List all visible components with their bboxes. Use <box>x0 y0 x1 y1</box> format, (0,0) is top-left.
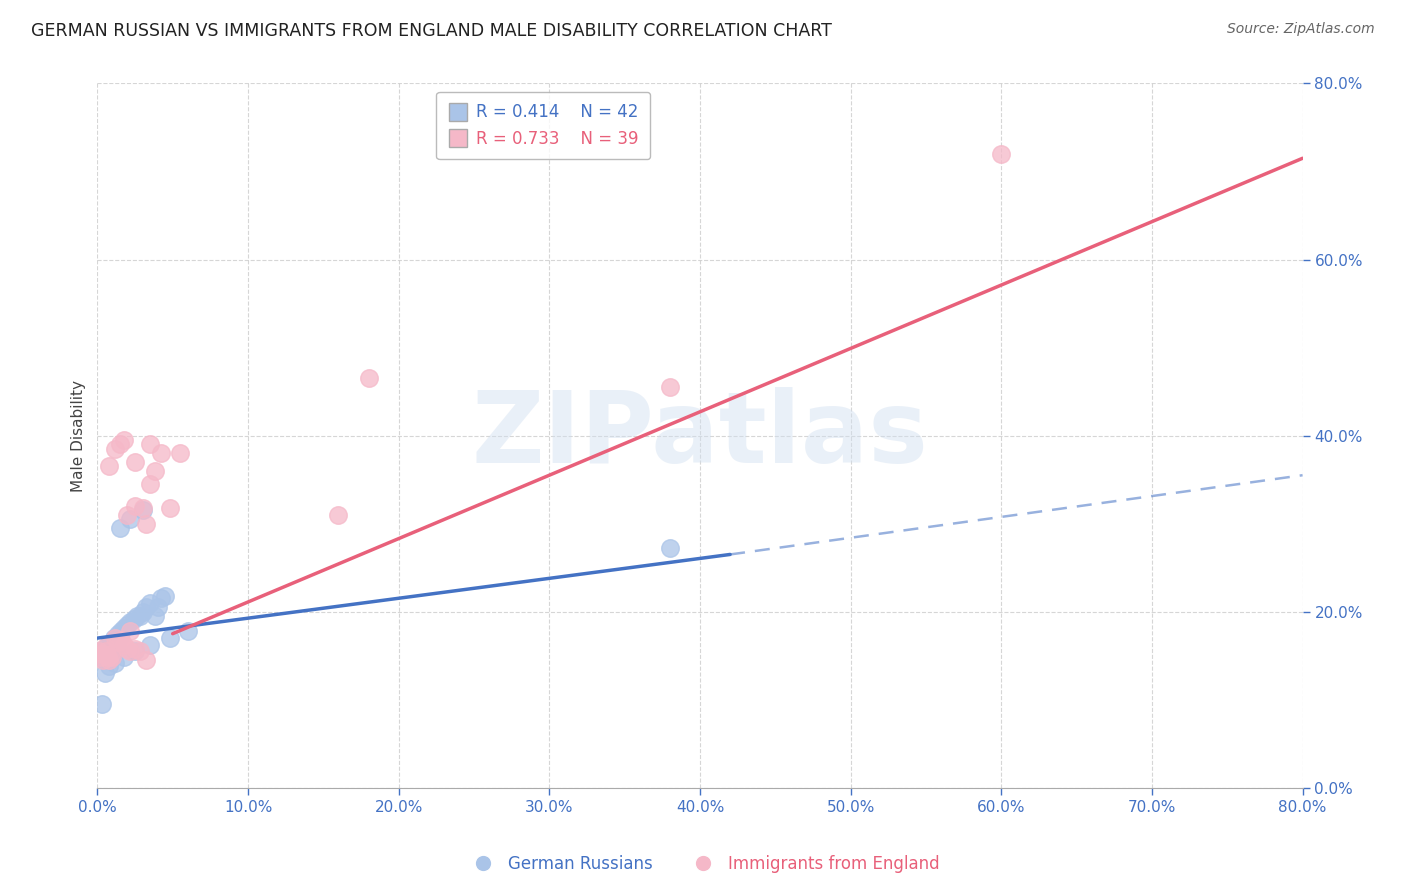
Point <box>100 647 122 661</box>
Point <box>114 433 136 447</box>
Point <box>96 640 118 654</box>
Point <box>114 650 136 665</box>
Point <box>131 605 153 619</box>
Point <box>104 632 127 647</box>
Point <box>105 638 128 652</box>
Point <box>143 609 166 624</box>
Legend: R = 0.414    N = 42, R = 0.733    N = 39: R = 0.414 N = 42, R = 0.733 N = 39 <box>436 92 651 160</box>
Point <box>149 446 172 460</box>
Point <box>94 653 117 667</box>
Point <box>108 521 131 535</box>
Point <box>108 437 131 451</box>
Text: ZIPatlas: ZIPatlas <box>471 387 928 484</box>
Point <box>658 380 681 394</box>
Point <box>90 647 112 661</box>
Point <box>104 656 127 670</box>
Point <box>108 629 131 643</box>
Point <box>149 591 172 606</box>
Point <box>87 644 110 658</box>
Point <box>125 609 148 624</box>
Point <box>159 631 181 645</box>
Point <box>131 503 153 517</box>
Point <box>98 653 121 667</box>
Point <box>139 596 162 610</box>
Point <box>124 641 146 656</box>
Point <box>89 650 111 665</box>
Point <box>135 653 157 667</box>
Point <box>122 612 145 626</box>
Point <box>104 631 127 645</box>
Point <box>139 638 162 652</box>
Point <box>110 624 132 638</box>
Point <box>120 644 142 658</box>
Point <box>103 631 125 645</box>
Point <box>90 648 112 663</box>
Point <box>100 644 122 658</box>
Point <box>128 644 150 658</box>
Point <box>114 638 136 652</box>
Legend: German Russians, Immigrants from England: German Russians, Immigrants from England <box>460 848 946 880</box>
Point <box>169 446 191 460</box>
Point <box>107 626 129 640</box>
Point <box>153 589 176 603</box>
Point <box>107 635 129 649</box>
Point <box>159 500 181 515</box>
Point <box>93 653 115 667</box>
Point <box>139 477 162 491</box>
Point <box>101 635 124 649</box>
Point <box>146 600 169 615</box>
Point <box>87 644 110 658</box>
Point <box>96 644 118 658</box>
Text: GERMAN RUSSIAN VS IMMIGRANTS FROM ENGLAND MALE DISABILITY CORRELATION CHART: GERMAN RUSSIAN VS IMMIGRANTS FROM ENGLAN… <box>31 22 832 40</box>
Point <box>117 508 139 522</box>
Point <box>117 618 139 632</box>
Point <box>124 644 146 658</box>
Point <box>177 624 200 638</box>
Point <box>135 516 157 531</box>
Point <box>124 455 146 469</box>
Point <box>120 615 142 630</box>
Point <box>128 609 150 624</box>
Point <box>357 371 380 385</box>
Point <box>990 147 1012 161</box>
Point <box>89 650 111 665</box>
Point <box>94 640 117 654</box>
Point <box>98 638 121 652</box>
Point <box>97 650 120 665</box>
Point <box>93 647 115 661</box>
Point <box>104 442 127 456</box>
Point <box>658 541 681 556</box>
Point <box>97 641 120 656</box>
Point <box>120 624 142 638</box>
Y-axis label: Male Disability: Male Disability <box>72 380 86 491</box>
Point <box>117 641 139 656</box>
Point <box>90 697 112 711</box>
Point <box>143 464 166 478</box>
Point <box>120 512 142 526</box>
Point <box>131 500 153 515</box>
Point <box>101 650 124 665</box>
Point <box>98 459 121 474</box>
Point <box>94 666 117 681</box>
Point <box>139 437 162 451</box>
Point <box>124 499 146 513</box>
Point <box>110 632 132 647</box>
Point <box>114 621 136 635</box>
Point <box>135 600 157 615</box>
Point <box>98 659 121 673</box>
Point <box>328 508 350 522</box>
Text: Source: ZipAtlas.com: Source: ZipAtlas.com <box>1227 22 1375 37</box>
